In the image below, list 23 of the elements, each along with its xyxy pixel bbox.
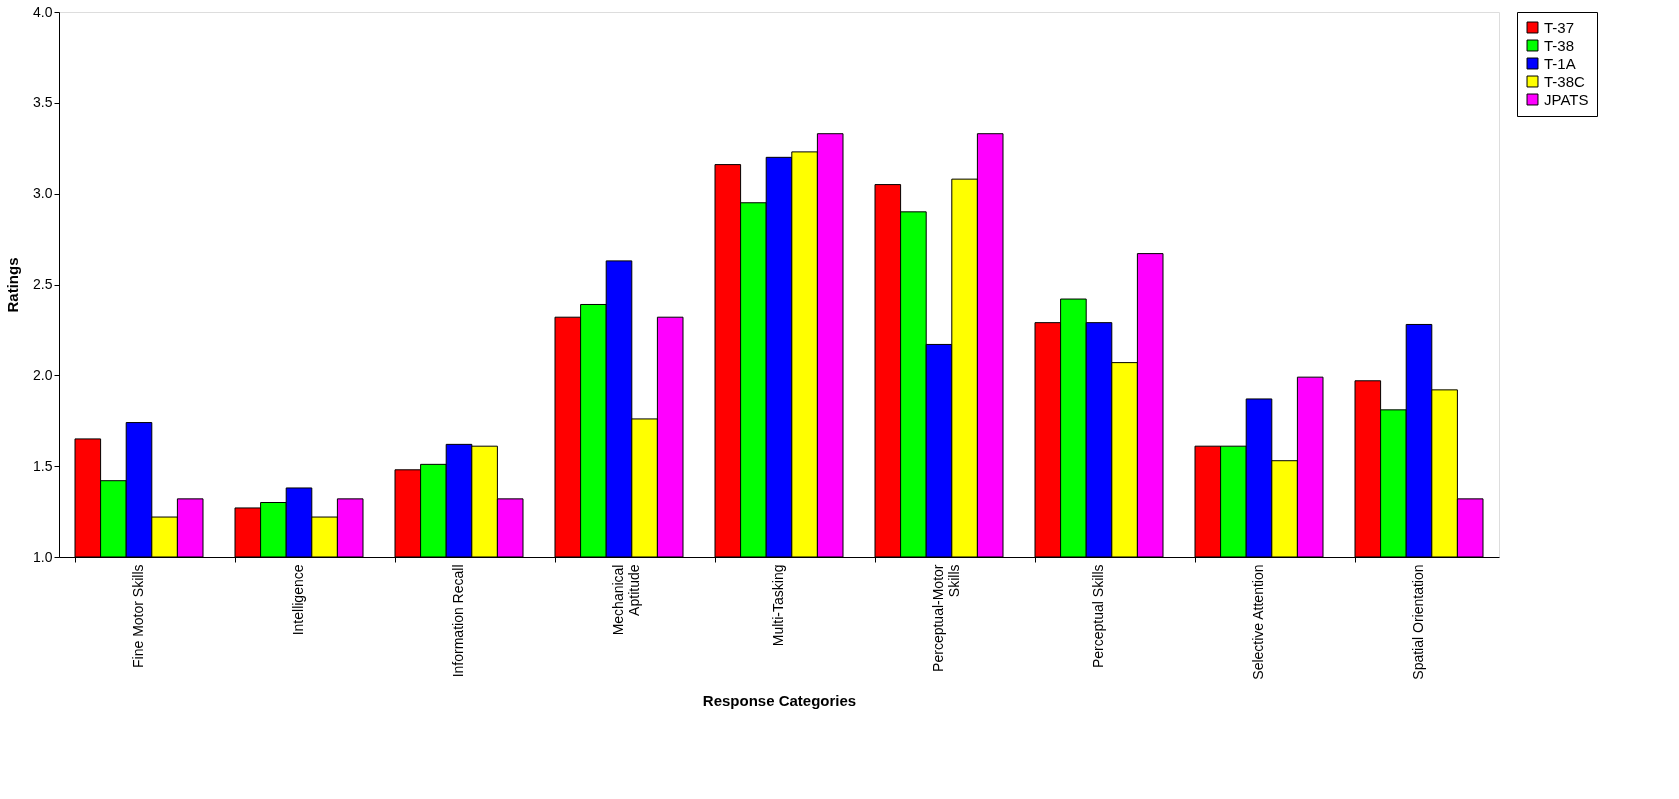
legend-label: T-38C (1544, 72, 1586, 90)
y-tick-label: 2.5 (33, 276, 53, 292)
x-tick-label: Spatial Orientation (1410, 564, 1426, 680)
x-tick-label: Perceptual-Motor Skills (930, 564, 962, 672)
x-axis-title: Response Categories (702, 692, 857, 710)
x-tick-label: Information Recall (450, 564, 466, 678)
y-tick-label: 3.0 (33, 185, 53, 202)
x-tick-label: Intelligence (290, 564, 306, 636)
legend-label: T-37 (1544, 18, 1575, 36)
y-tick-label: 2.0 (33, 366, 53, 383)
x-tick-label: Mechanical Aptitude (610, 564, 642, 636)
y-tick-label: 3.5 (33, 94, 53, 111)
legend-label: T-1A (1544, 54, 1576, 72)
y-tick-label: 1.5 (33, 457, 53, 474)
x-tick-label: Multi-Tasking (770, 564, 786, 647)
y-axis-title: Ratings (4, 257, 22, 313)
x-tick-label: Selective Attention (1250, 564, 1266, 680)
x-tick-label: Perceptual Skills (1090, 564, 1106, 668)
legend-label: T-38 (1544, 36, 1575, 54)
y-tick-label: 1.0 (33, 548, 53, 565)
legend-label: JPATS (1544, 90, 1589, 108)
x-tick-label: Fine Motor Skills (130, 564, 146, 668)
y-tick-label: 4.0 (33, 3, 53, 20)
